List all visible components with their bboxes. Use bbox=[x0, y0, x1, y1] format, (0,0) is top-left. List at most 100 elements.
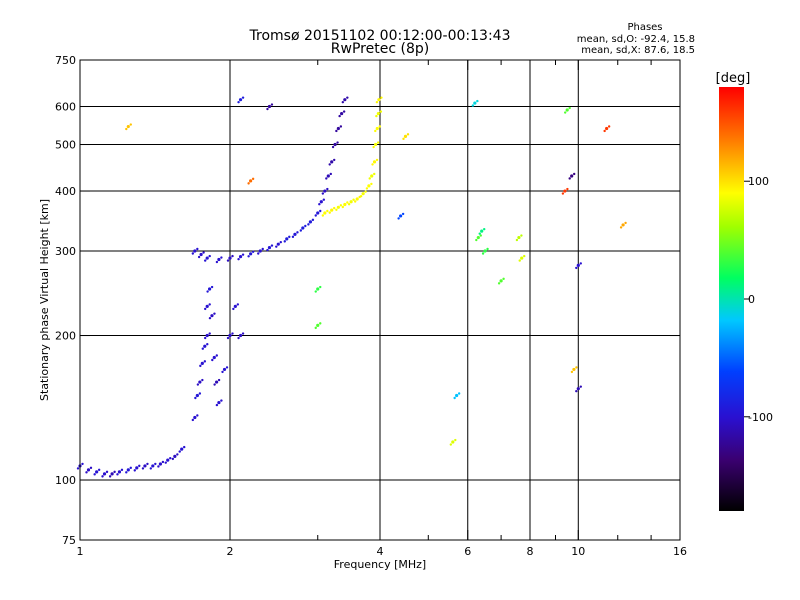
data-point bbox=[314, 326, 317, 330]
data-point bbox=[203, 336, 207, 340]
data-point bbox=[208, 254, 211, 258]
data-point bbox=[575, 389, 578, 393]
data-point bbox=[406, 133, 410, 136]
data-point bbox=[205, 304, 209, 309]
data-point bbox=[397, 217, 400, 220]
data-point bbox=[518, 259, 521, 262]
data-point bbox=[251, 250, 255, 254]
data-point bbox=[120, 468, 124, 472]
data-point bbox=[85, 471, 88, 474]
data-point bbox=[158, 462, 163, 466]
data-point bbox=[579, 385, 582, 388]
data-point bbox=[157, 465, 160, 468]
colorbar-ticks: 100 0 -100 bbox=[744, 175, 773, 424]
y-tick-label: 300 bbox=[55, 245, 76, 258]
data-point bbox=[374, 129, 377, 133]
data-point bbox=[341, 100, 345, 104]
colorbar bbox=[719, 87, 744, 511]
data-point bbox=[258, 249, 262, 253]
data-point bbox=[399, 214, 403, 218]
data-point bbox=[568, 106, 571, 110]
data-point bbox=[371, 163, 374, 166]
data-point bbox=[217, 400, 221, 405]
y-tick-label: 600 bbox=[55, 101, 76, 114]
data-point bbox=[193, 249, 197, 253]
axis-ticks bbox=[79, 59, 681, 541]
data-point bbox=[143, 464, 147, 468]
data-point bbox=[499, 279, 503, 283]
data-point bbox=[257, 252, 260, 255]
data-point bbox=[215, 354, 218, 357]
data-point bbox=[323, 211, 327, 215]
data-point bbox=[195, 393, 199, 398]
data-point bbox=[326, 187, 329, 191]
data-point bbox=[205, 333, 209, 338]
data-point bbox=[196, 383, 200, 386]
data-point bbox=[89, 466, 93, 470]
data-point bbox=[237, 336, 240, 340]
data-point bbox=[624, 221, 627, 225]
data-point bbox=[478, 232, 481, 235]
data-point bbox=[231, 332, 234, 335]
data-point bbox=[375, 100, 379, 104]
y-tick-label: 750 bbox=[55, 54, 76, 67]
data-point bbox=[308, 220, 313, 224]
data-point bbox=[352, 198, 355, 201]
data-point bbox=[228, 333, 232, 338]
data-point bbox=[480, 229, 484, 233]
data-point bbox=[178, 450, 181, 453]
data-point bbox=[126, 124, 130, 129]
data-point bbox=[215, 403, 219, 407]
data-point bbox=[605, 126, 609, 131]
data-point bbox=[576, 263, 580, 267]
data-point bbox=[231, 254, 234, 258]
chart-subtitle: RwPretec (8p) bbox=[331, 41, 429, 57]
data-point bbox=[476, 235, 480, 240]
data-point bbox=[346, 96, 349, 99]
stats-heading: Phases bbox=[627, 22, 662, 33]
data-point bbox=[479, 234, 483, 237]
data-point bbox=[319, 285, 322, 289]
data-point bbox=[299, 229, 303, 232]
data-point bbox=[361, 192, 365, 196]
data-point bbox=[349, 200, 353, 204]
data-point bbox=[285, 237, 289, 241]
data-point bbox=[226, 336, 230, 340]
data-point bbox=[270, 103, 274, 106]
data-point bbox=[330, 160, 334, 164]
data-point bbox=[347, 203, 351, 206]
grid-lines bbox=[80, 60, 680, 540]
data-point bbox=[343, 202, 347, 207]
data-point bbox=[319, 322, 322, 325]
data-point bbox=[316, 323, 320, 327]
data-point bbox=[222, 367, 227, 372]
data-point bbox=[365, 187, 369, 190]
data-point bbox=[563, 189, 567, 193]
data-point bbox=[364, 190, 367, 193]
data-point bbox=[93, 473, 96, 476]
data-point bbox=[563, 111, 567, 114]
data-point bbox=[238, 255, 243, 259]
data-point bbox=[217, 378, 221, 382]
y-tick-label: 400 bbox=[55, 185, 76, 198]
data-point bbox=[311, 218, 315, 222]
data-point bbox=[570, 370, 574, 374]
data-point bbox=[346, 201, 349, 204]
data-point bbox=[275, 245, 278, 248]
data-point bbox=[237, 100, 240, 104]
data-point bbox=[76, 467, 80, 470]
data-point bbox=[217, 257, 221, 262]
data-point bbox=[97, 468, 101, 472]
stats-x-line: mean, sd,X: 87.6, 18.5 bbox=[581, 45, 695, 56]
data-point bbox=[205, 256, 209, 260]
data-point bbox=[201, 347, 204, 350]
x-tick-label: 10 bbox=[571, 545, 585, 558]
x-axis-label: Frequency [MHz] bbox=[334, 558, 426, 571]
data-point bbox=[376, 141, 380, 144]
data-point bbox=[126, 468, 130, 472]
data-point bbox=[101, 475, 104, 478]
stats-o-line: mean, sd,O: -92.4, 15.8 bbox=[577, 34, 695, 45]
data-point bbox=[213, 312, 216, 315]
data-point bbox=[515, 238, 519, 242]
